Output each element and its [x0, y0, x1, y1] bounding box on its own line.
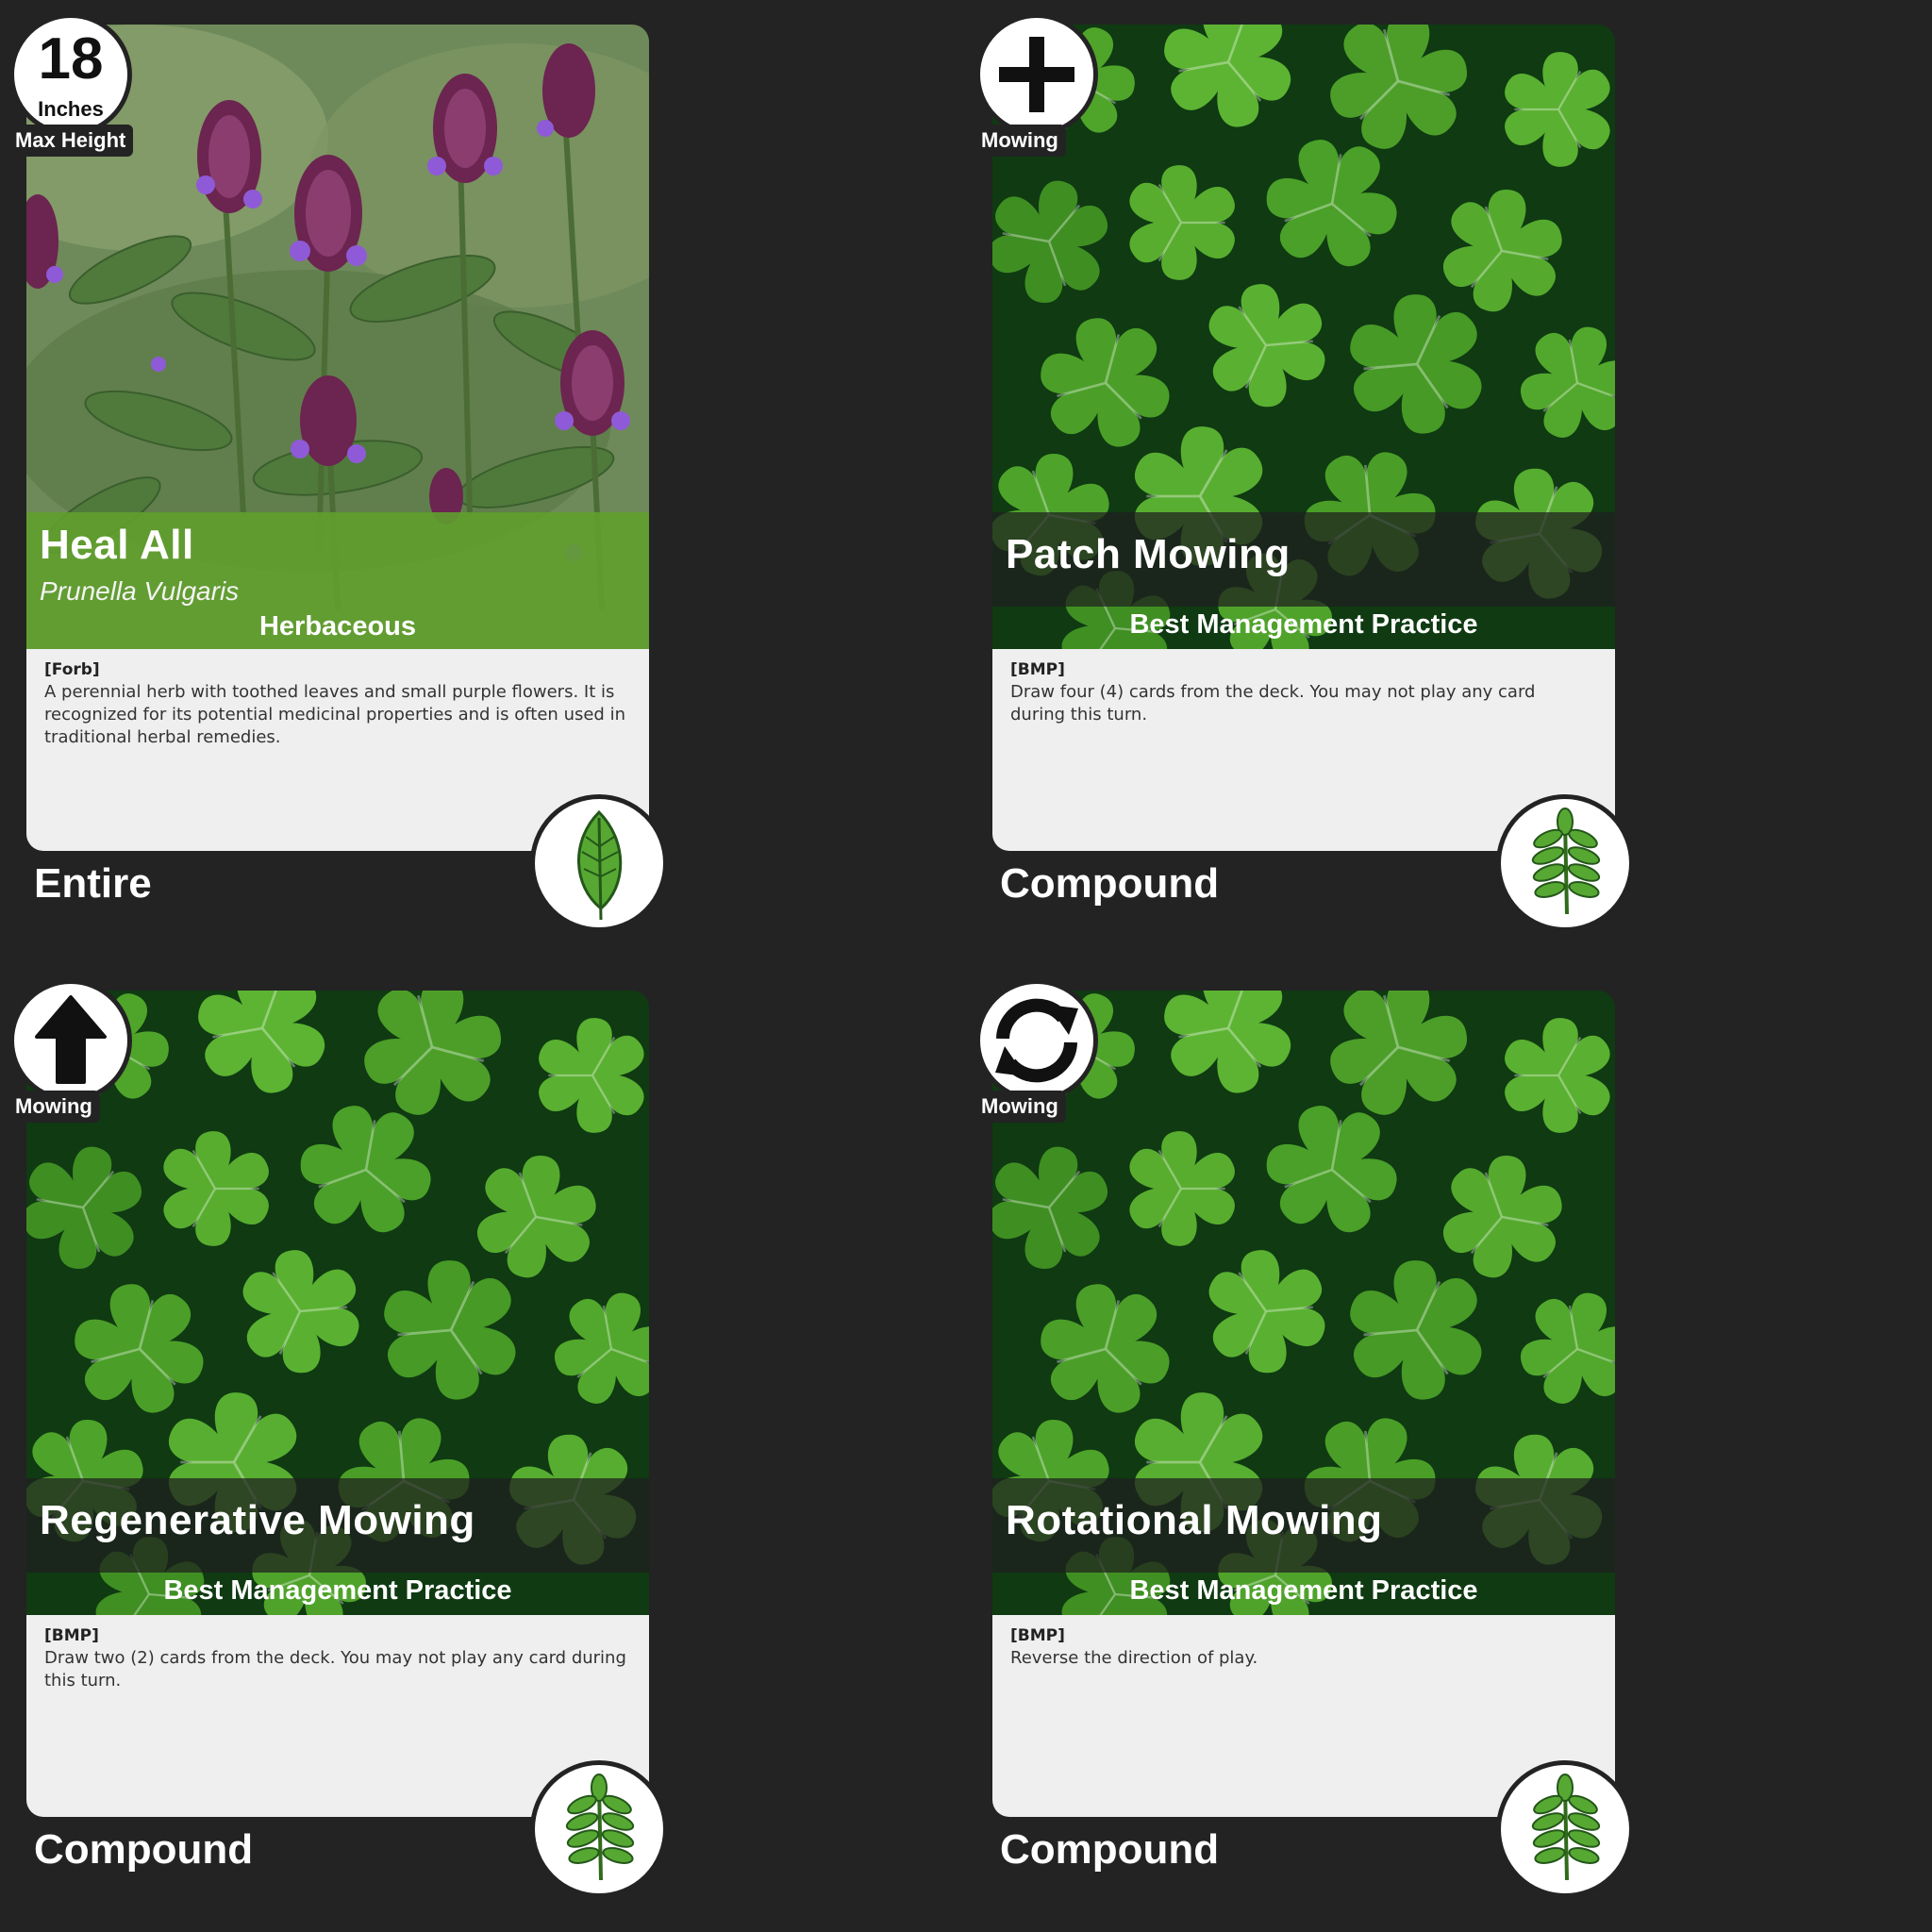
title-band: Patch Mowing	[992, 512, 1615, 607]
card-rotational-mowing[interactable]: Rotational Mowing Best Management Practi…	[966, 966, 1645, 1909]
title-band: Heal All Prunella Vulgaris Herbaceous	[26, 512, 649, 649]
card-body: Patch Mowing Best Management Practice [B…	[992, 25, 1615, 851]
category-label: Herbaceous	[258, 611, 416, 641]
leaf-type-label: Compound	[1000, 1826, 1220, 1873]
leaf-type-label: Compound	[1000, 860, 1220, 907]
description-text: Reverse the direction of play.	[1010, 1648, 1258, 1668]
description-text: A perennial herb with toothed leaves and…	[44, 682, 625, 747]
card-patch-mowing[interactable]: Patch Mowing Best Management Practice [B…	[966, 0, 1645, 943]
description-tag: [BMP]	[1010, 1626, 1065, 1645]
max-height-value: 18	[38, 26, 104, 92]
category-label: Best Management Practice	[1129, 1575, 1478, 1606]
card-body: Rotational Mowing Best Management Practi…	[992, 991, 1615, 1817]
entire-leaf-icon	[530, 794, 668, 932]
description-box: [BMP] Draw two (2) cards from the deck. …	[26, 1615, 649, 1817]
card-title: Patch Mowing	[1006, 531, 1291, 577]
corner-label: Mowing	[974, 1091, 1066, 1123]
card-body: Regenerative Mowing Best Management Prac…	[26, 991, 649, 1817]
flower-photo	[26, 25, 649, 649]
up-arrow-icon	[9, 979, 132, 1102]
scientific-name: Prunella Vulgaris	[40, 576, 240, 606]
card-regenerative-mowing[interactable]: Regenerative Mowing Best Management Prac…	[0, 966, 679, 1909]
category-label: Best Management Practice	[163, 1575, 512, 1606]
rotate-icon	[975, 979, 1098, 1102]
description-tag: [Forb]	[44, 660, 100, 679]
title-band: Rotational Mowing	[992, 1478, 1615, 1573]
plus-icon	[975, 13, 1098, 136]
description-text: Draw two (2) cards from the deck. You ma…	[44, 1648, 626, 1690]
description-box: [Forb] A perennial herb with toothed lea…	[26, 649, 649, 851]
card-body: Heal All Prunella Vulgaris Herbaceous [F…	[26, 25, 649, 851]
compound-leaf-icon	[1496, 1760, 1634, 1898]
max-height-unit: Inches	[38, 97, 104, 121]
corner-label: Mowing	[8, 1091, 100, 1123]
corner-label: Mowing	[974, 125, 1066, 157]
corner-label: Max Height	[8, 125, 134, 157]
description-tag: [BMP]	[1010, 660, 1065, 679]
leaf-type-label: Entire	[34, 860, 152, 907]
description-box: [BMP] Draw four (4) cards from the deck.…	[992, 649, 1615, 851]
description-tag: [BMP]	[44, 1626, 99, 1645]
card-title: Regenerative Mowing	[40, 1497, 475, 1543]
title-band: Regenerative Mowing	[26, 1478, 649, 1573]
description-box: [BMP] Reverse the direction of play.	[992, 1615, 1615, 1817]
card-art	[26, 25, 649, 649]
card-title: Rotational Mowing	[1006, 1497, 1383, 1543]
leaf-type-label: Compound	[34, 1826, 254, 1873]
card-heal-all[interactable]: Heal All Prunella Vulgaris Herbaceous [F…	[0, 0, 679, 943]
category-label: Best Management Practice	[1129, 609, 1478, 640]
description-text: Draw four (4) cards from the deck. You m…	[1010, 682, 1536, 724]
compound-leaf-icon	[1496, 794, 1634, 932]
card-title: Heal All	[40, 522, 194, 568]
max-height-badge: 18 Inches	[9, 13, 132, 136]
compound-leaf-icon	[530, 1760, 668, 1898]
